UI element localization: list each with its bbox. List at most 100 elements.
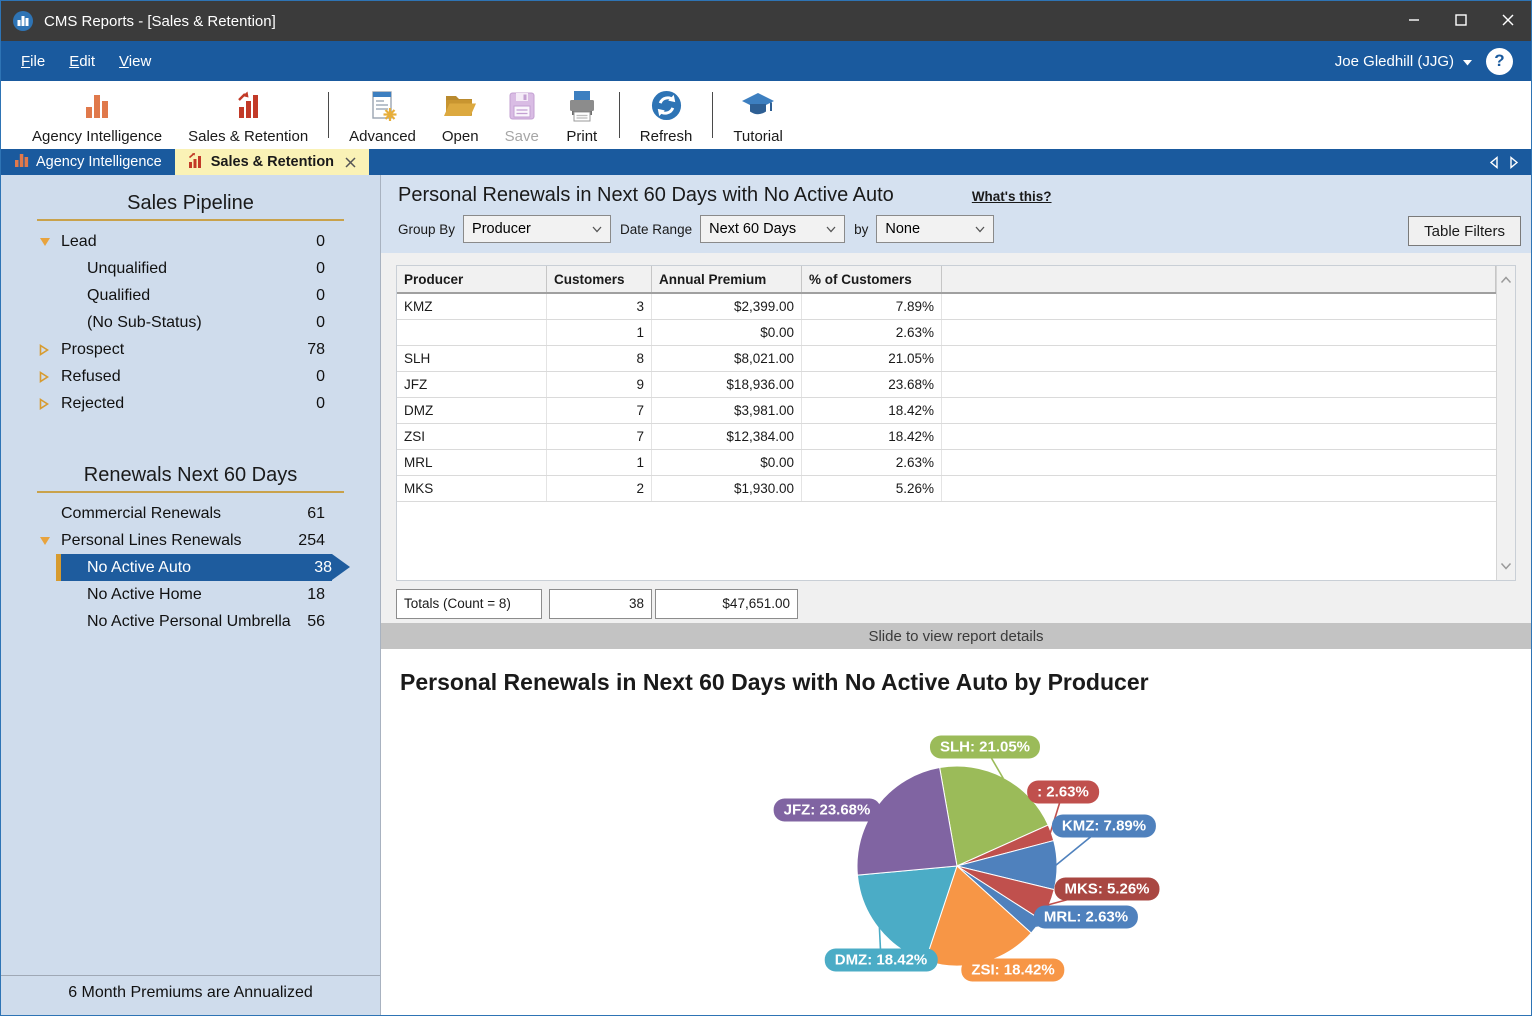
sidebar-item-label: No Active Personal Umbrella: [87, 612, 291, 630]
tutorial-button[interactable]: Tutorial: [720, 84, 795, 146]
expanded-expander-icon[interactable]: [39, 237, 55, 247]
table-cell: 3: [547, 294, 652, 319]
section-underline: [37, 491, 344, 493]
splitter-bar[interactable]: Slide to view report details: [381, 623, 1531, 649]
sidebar-item-unqualified[interactable]: Unqualified 0: [39, 255, 325, 282]
column-header-of-customers[interactable]: % of Customers: [802, 266, 942, 292]
window-title: CMS Reports - [Sales & Retention]: [44, 12, 276, 30]
sidebar-item-count: 78: [307, 340, 325, 358]
sidebar-item-prospect[interactable]: Prospect 78: [39, 336, 325, 363]
group-by-dropdown[interactable]: Producer: [463, 215, 612, 243]
sidebar-item-commercial-renewals[interactable]: Commercial Renewals 61: [39, 500, 325, 527]
column-header-annual-premium[interactable]: Annual Premium: [652, 266, 802, 292]
menu-edit[interactable]: Edit: [57, 41, 107, 81]
table-cell-filler: [942, 450, 1496, 475]
sidebar-item-count: 0: [316, 232, 325, 250]
menu-file[interactable]: File: [9, 41, 57, 81]
sidebar-item-count: 0: [316, 259, 325, 277]
table-row[interactable]: DMZ 7 $3,981.00 18.42%: [397, 398, 1496, 424]
refresh-button[interactable]: Refresh: [627, 84, 706, 146]
help-button[interactable]: ?: [1486, 47, 1513, 75]
report-title: Personal Renewals in Next 60 Days with N…: [398, 184, 894, 206]
table-row[interactable]: KMZ 3 $2,399.00 7.89%: [397, 294, 1496, 320]
sidebar-item-label: No Active Home: [87, 585, 202, 603]
app-titlebar[interactable]: CMS Reports - [Sales & Retention]: [1, 1, 1531, 41]
toolbar-separator: [328, 92, 330, 138]
collapsed-expander-icon[interactable]: [39, 397, 55, 410]
sidebar-section-renewals-next-60-days: Renewals Next 60 Days Commercial Renewals…: [1, 447, 380, 635]
table-row[interactable]: SLH 8 $8,021.00 21.05%: [397, 346, 1496, 372]
sidebar-item-count: 0: [316, 367, 325, 385]
chart-zone: Personal Renewals in Next 60 Days with N…: [381, 649, 1531, 1015]
table-cell: 7.89%: [802, 294, 942, 319]
chevron-down-icon: [975, 221, 985, 237]
pie-label-leader-blank: [1049, 791, 1064, 834]
open-button[interactable]: Open: [429, 84, 492, 146]
sidebar-item-qualified[interactable]: Qualified 0: [39, 282, 325, 309]
tab-sales-retention[interactable]: Sales & Retention: [174, 149, 370, 175]
advanced-icon: [366, 90, 400, 126]
sidebar-item-label: (No Sub-Status): [87, 313, 202, 331]
chevron-down-icon: [826, 221, 836, 237]
column-header-customers[interactable]: Customers: [547, 266, 652, 292]
minimize-icon: [1408, 14, 1420, 29]
minimize-button[interactable]: [1390, 1, 1437, 41]
sidebar-item-count: 18: [307, 585, 325, 603]
table-row[interactable]: ZSI 7 $12,384.00 18.42%: [397, 424, 1496, 450]
sidebar-item-refused[interactable]: Refused 0: [39, 363, 325, 390]
table-row[interactable]: MRL 1 $0.00 2.63%: [397, 450, 1496, 476]
table-row[interactable]: 1 $0.00 2.63%: [397, 320, 1496, 346]
pie-slice-slh: [939, 765, 1049, 867]
table-vertical-scrollbar[interactable]: [1496, 266, 1515, 580]
sidebar-item-label: Prospect: [61, 340, 125, 358]
print-button[interactable]: Print: [552, 84, 612, 146]
table-filters-button[interactable]: Table Filters: [1408, 216, 1521, 246]
table-row[interactable]: JFZ 9 $18,936.00 23.68%: [397, 372, 1496, 398]
open-icon: [442, 90, 478, 126]
table-cell: 2: [547, 476, 652, 501]
column-header-producer[interactable]: Producer: [397, 266, 547, 292]
close-button[interactable]: [1484, 1, 1531, 41]
main-panel: Personal Renewals in Next 60 Days with N…: [381, 175, 1531, 1015]
table-cell: JFZ: [397, 372, 547, 397]
tab-bar: Agency Intelligence Sales & Retention: [1, 149, 1531, 175]
sidebar-item-no-active-home[interactable]: No Active Home 18: [39, 581, 325, 608]
scroll-up-icon[interactable]: [1500, 271, 1512, 289]
totals-customers: 38: [549, 589, 652, 619]
date-range-dropdown[interactable]: Next 60 Days: [700, 215, 846, 243]
sidebar-item-label: No Active Auto: [87, 558, 192, 576]
sidebar-item-no-active-auto[interactable]: No Active Auto 38: [56, 554, 350, 581]
collapsed-expander-icon[interactable]: [39, 370, 55, 383]
sidebar-item-personal-lines-renewals[interactable]: Personal Lines Renewals 254: [39, 527, 325, 554]
by-dropdown[interactable]: None: [876, 215, 995, 243]
maximize-button[interactable]: [1437, 1, 1484, 41]
sidebar-item-no-active-personal-umbrella[interactable]: No Active Personal Umbrella 56: [39, 608, 325, 635]
save-button[interactable]: Save: [492, 84, 552, 146]
agency-intelligence-button[interactable]: Agency Intelligence: [19, 84, 175, 146]
tab-scroll-left-button[interactable]: [1489, 155, 1499, 169]
sales-retention-icon: [231, 90, 265, 126]
sidebar-footer-note: 6 Month Premiums are Annualized: [1, 975, 380, 1015]
expanded-expander-icon[interactable]: [39, 536, 55, 546]
sidebar-item-no-sub-status[interactable]: (No Sub-Status) 0: [39, 309, 325, 336]
table-cell: 5.26%: [802, 476, 942, 501]
advanced-button[interactable]: Advanced: [336, 84, 429, 146]
sidebar-item-rejected[interactable]: Rejected 0: [39, 390, 325, 417]
user-menu-button[interactable]: Joe Gledhill (JJG): [1335, 53, 1472, 70]
pie-slice-jfz: [856, 766, 958, 876]
scroll-down-icon[interactable]: [1500, 557, 1512, 575]
sales-retention-button[interactable]: Sales & Retention: [175, 84, 321, 146]
tab-scroll-right-button[interactable]: [1509, 155, 1519, 169]
tab-agency-intelligence[interactable]: Agency Intelligence: [1, 149, 175, 175]
table-cell: $0.00: [652, 320, 802, 345]
sidebar-section-title: Sales Pipeline: [127, 192, 254, 214]
table-cell: $3,981.00: [652, 398, 802, 423]
whats-this-link[interactable]: What's this?: [971, 189, 1052, 204]
collapsed-expander-icon[interactable]: [39, 343, 55, 356]
table-row[interactable]: MKS 2 $1,930.00 5.26%: [397, 476, 1496, 502]
sidebar-item-lead[interactable]: Lead 0: [39, 228, 325, 255]
menu-view[interactable]: View: [107, 41, 163, 81]
tab-close-icon[interactable]: [345, 156, 356, 168]
window-controls: [1390, 1, 1531, 41]
